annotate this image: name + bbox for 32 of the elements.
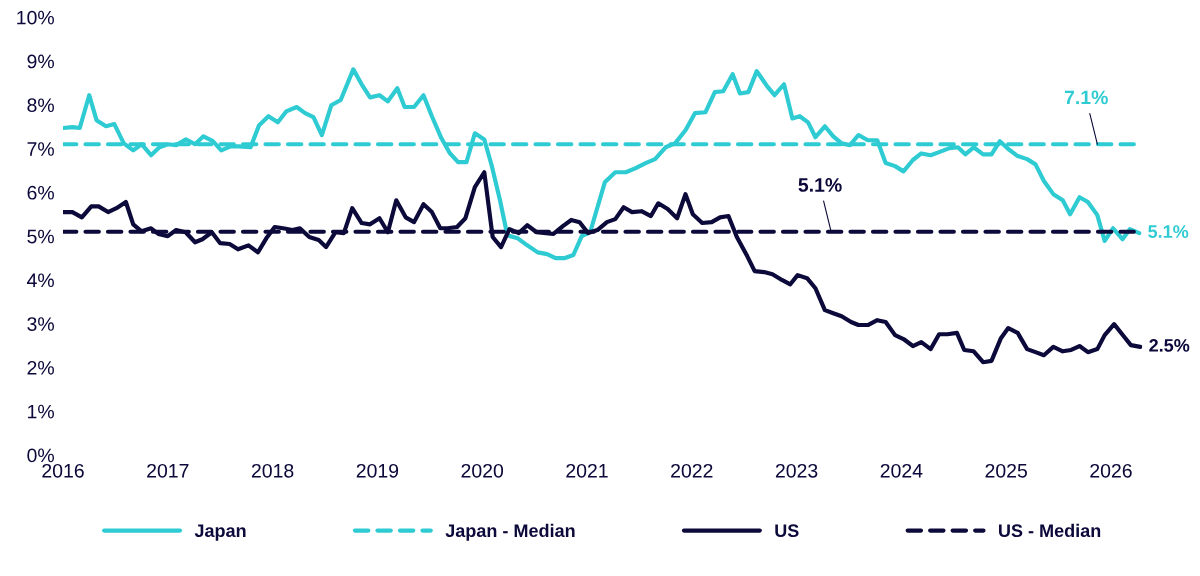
x-tick-label: 2019 bbox=[356, 463, 399, 478]
x-tick-label: 2023 bbox=[775, 463, 818, 478]
y-tick-label: 0% bbox=[27, 448, 54, 463]
y-tick-label: 8% bbox=[27, 98, 54, 113]
annotation: 7.1% bbox=[1064, 90, 1108, 105]
legend-label: Japan - Median bbox=[445, 523, 575, 541]
y-tick-label: 2% bbox=[27, 360, 54, 375]
y-tick-label: 10% bbox=[17, 10, 54, 25]
y-tick-label: 1% bbox=[28, 404, 54, 419]
x-tick-label: 2017 bbox=[147, 463, 189, 478]
annotation: 5.1% bbox=[798, 178, 842, 192]
x-tick-label: 2026 bbox=[1090, 463, 1132, 478]
legend-label: US bbox=[775, 524, 799, 538]
x-tick-label: 2021 bbox=[566, 463, 608, 478]
y-tick-label: 5% bbox=[27, 229, 54, 244]
x-tick-label: 2018 bbox=[251, 463, 294, 478]
legend-label: Japan bbox=[194, 524, 246, 541]
y-tick-label: 7% bbox=[27, 142, 54, 156]
y-tick-label: 4% bbox=[27, 273, 54, 288]
line-series bbox=[63, 67, 1142, 261]
legend-label: US - Median bbox=[999, 523, 1101, 538]
line-series bbox=[63, 170, 1143, 365]
annotation: 5.1% bbox=[1148, 225, 1189, 238]
y-tick-label: 6% bbox=[27, 185, 54, 200]
x-tick-label: 2025 bbox=[985, 463, 1027, 478]
x-tick-label: 2024 bbox=[880, 463, 923, 478]
y-tick-label: 3% bbox=[27, 317, 54, 331]
x-tick-label: 2016 bbox=[42, 463, 84, 478]
x-tick-label: 2020 bbox=[461, 463, 504, 478]
x-tick-label: 2022 bbox=[671, 463, 713, 478]
y-tick-label: 9% bbox=[27, 54, 54, 69]
annotation: 2.5% bbox=[1149, 338, 1190, 352]
